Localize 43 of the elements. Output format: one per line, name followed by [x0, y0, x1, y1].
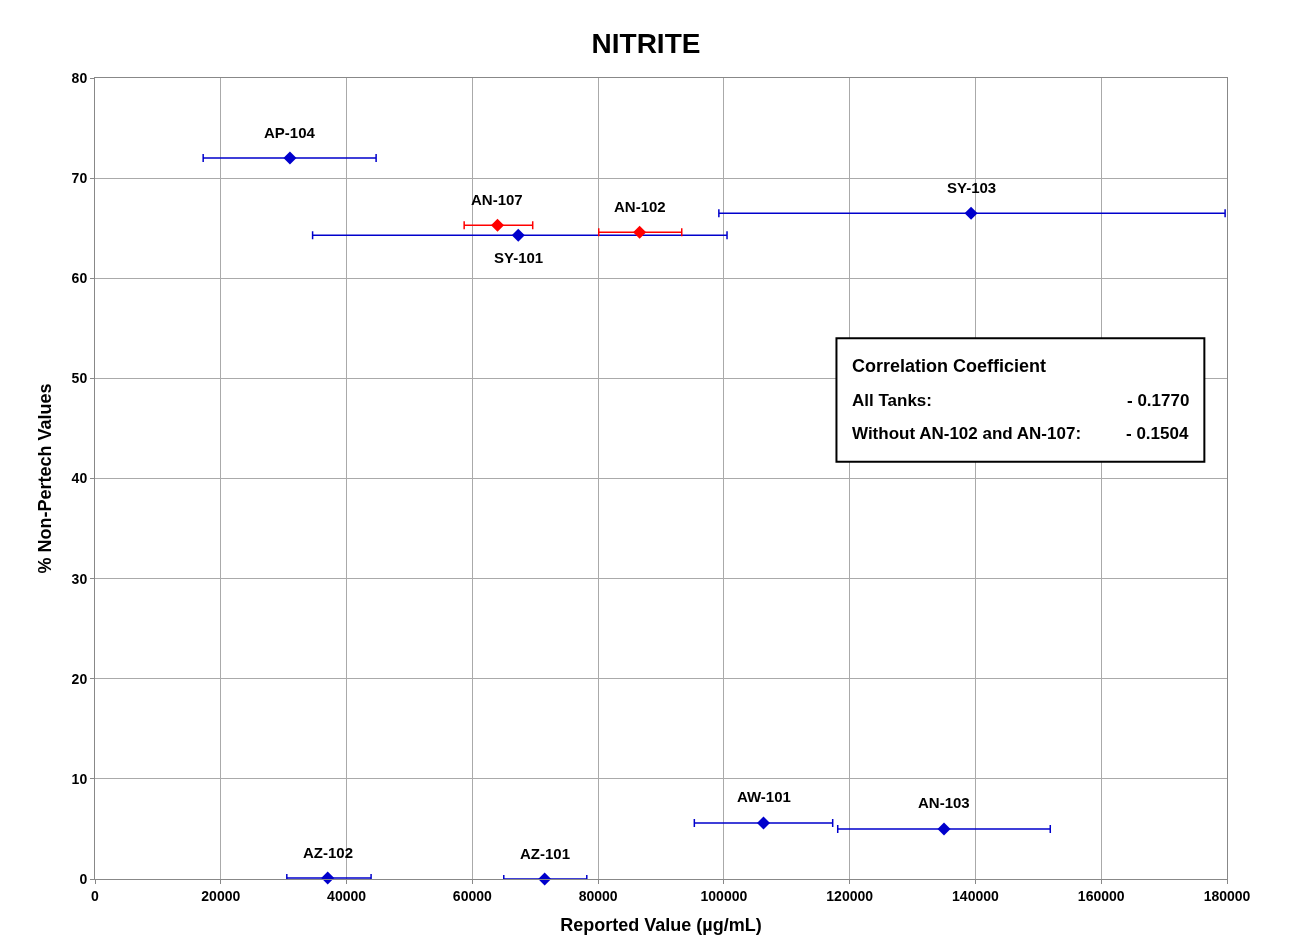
chart-title: NITRITE	[591, 27, 701, 59]
annotation: AP-104	[264, 124, 316, 141]
y-tick-label: 80	[71, 69, 88, 86]
x-tick-label: 160000	[1077, 887, 1125, 904]
x-tick-label: 100000	[700, 887, 748, 904]
annotation: Correlation Coefficient	[852, 356, 1047, 376]
annotation: AZ-102	[303, 844, 354, 861]
x-tick-label: 180000	[1203, 887, 1251, 904]
y-tick-label: 50	[71, 370, 88, 387]
annotation: AW-101	[737, 788, 791, 805]
x-tick-label: 20000	[201, 887, 241, 904]
annotation: AN-107	[471, 191, 523, 208]
point	[283, 151, 297, 165]
point	[633, 225, 647, 239]
x-tick-label: 80000	[578, 887, 618, 904]
annotation: - 0.1770	[1127, 391, 1190, 410]
annotation: AZ-101	[520, 845, 571, 862]
point	[511, 228, 525, 242]
annotation: All Tanks:	[852, 391, 932, 410]
y-tick-label: 60	[71, 270, 88, 287]
annotation: - 0.1504	[1126, 424, 1189, 443]
annotation: AN-103	[918, 794, 970, 811]
annotation: SY-101	[494, 249, 544, 266]
point	[490, 218, 504, 232]
annotation: Without AN-102 and AN-107:	[852, 424, 1082, 443]
y-tick-label: 40	[71, 470, 88, 487]
y-axis-title: % Non-Pertech Values	[34, 383, 55, 574]
y-tick-label: 10	[71, 770, 88, 787]
annotation: AN-102	[614, 198, 666, 215]
x-tick-label: 120000	[826, 887, 874, 904]
y-tick-label: 20	[71, 670, 88, 687]
x-tick-label: 140000	[952, 887, 1000, 904]
y-tick-label: 70	[71, 170, 88, 187]
point	[964, 206, 978, 220]
point	[757, 816, 771, 830]
x-tick-label: 0	[91, 887, 100, 904]
x-axis-title: Reported Value (µg/mL)	[560, 914, 762, 935]
point	[937, 822, 951, 836]
y-tick-label: 0	[79, 870, 88, 887]
annotation: SY-103	[947, 179, 997, 196]
y-tick-label: 30	[71, 570, 88, 587]
x-tick-label: 40000	[327, 887, 367, 904]
x-tick-label: 60000	[452, 887, 493, 904]
